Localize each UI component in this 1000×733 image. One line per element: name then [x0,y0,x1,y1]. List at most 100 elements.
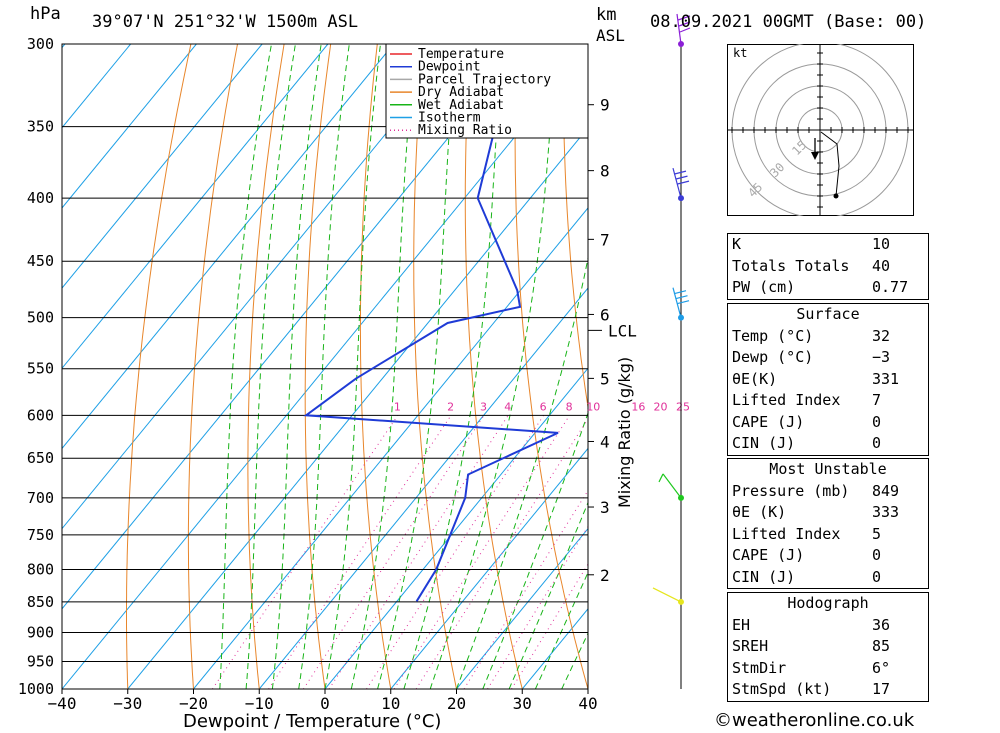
surface-row: Dewp (°C) −3 [732,348,891,366]
pressure-tick-label: 1000 [18,680,54,698]
pressure-tick-label: 650 [27,449,54,467]
isotherm-line [193,207,588,689]
skewt-chart: 3003504004505005506006507007508008509009… [18,13,700,732]
dry-adiabat-line [413,44,457,689]
hodograph-stats-title: Hodograph [787,594,869,612]
isotherm-lines [62,44,588,689]
isotherm-line [62,46,588,689]
mixing-ratio-line [302,415,485,689]
wind-barb-icon [672,287,690,318]
surface-row: Temp (°C) 32 [732,326,891,345]
mixing-ratio-label: 10 [586,400,600,413]
isotherm-line [258,287,588,689]
isotherm-line [456,527,588,689]
legend-entry: Dewpoint [418,60,481,75]
x-axis-title: Dewpoint / Temperature (°C) [183,711,441,732]
mixing-ratio-label: 1 [394,400,401,413]
km-tick-label: 8 [600,162,610,181]
mu-row: Pressure (mb) 849 [732,481,900,500]
dry-adiabat-line [126,44,192,689]
isotherm-line [62,44,329,370]
pressure-tick-label: 750 [27,526,54,544]
x-tick-label: 30 [513,694,532,713]
index-row-pw: PW (cm) 0.77 [732,278,909,296]
legend-entry: Temperature [418,47,504,62]
pressure-tick-label: 350 [27,118,54,136]
hodograph: kt 15 30 45 [727,44,914,216]
x-tick-label: 40 [578,694,597,713]
legend-entry: Isotherm [418,111,481,126]
mu-row: θE (K) 333 [732,503,900,521]
isotherm-line [62,44,132,129]
km-tick-label: 9 [600,96,610,115]
mixing-ratio-line [366,415,545,689]
wet-adiabat-line [456,255,588,689]
credit-link[interactable]: ©weatheronline.co.uk [714,710,915,731]
surface-row: CIN (J) 0 [732,434,882,452]
wind-barb-icon [676,13,691,45]
km-unit-label: km [596,5,617,25]
storm-motion-arrow-icon [811,152,819,160]
pressure-tick-label: 400 [27,189,54,207]
pressure-tick-label: 300 [27,35,54,53]
pressure-tick-label: 700 [27,489,54,507]
surface-table: Surface Temp (°C) 32 Dewp (°C) −3 θE(K) 331… [727,303,929,456]
pressure-tick-label: 450 [27,252,54,270]
wet-adiabat-line [534,571,588,689]
pressure-tick-label: 500 [27,309,54,327]
dry-adiabat-line [187,44,238,689]
dewpoint-line [303,44,566,602]
hodograph-trace [820,131,840,197]
wet-adiabat-line [219,44,272,689]
pressure-tick-label: 900 [27,624,54,642]
mixing-ratio-label: 20 [654,400,668,413]
wet-adiabat-line [403,44,503,689]
mixing-ratio-label: 2 [447,400,454,413]
x-tick-label: −40 [48,694,77,713]
x-tick-label: 20 [447,694,466,713]
isotherm-line [390,447,588,689]
hodo-row: StmDir 6° [732,658,891,677]
pressure-tick-label: 550 [27,360,54,378]
mixing-ratio-axis-title: Mixing Ratio (g/kg) [615,357,634,508]
km-tick-label: 6 [600,305,610,324]
dry-adiabat-line [657,44,700,689]
hodo-row: SREH 85 [732,637,891,655]
isotherm-line [62,44,460,530]
pressure-tick-label: 950 [27,653,54,671]
isotherm-line [127,126,588,689]
isotherm-line [62,44,395,450]
x-tick-label: 10 [381,694,400,713]
legend-entry: Wet Adiabat [418,98,504,113]
isotherm-line [324,367,588,689]
mixing-ratio-label: 4 [504,400,511,413]
temperature-line [632,44,700,601]
legend-entry: Dry Adiabat [418,85,504,100]
x-tick-label: −10 [245,694,274,713]
most-unstable-table: Most Unstable Pressure (mb) 849 θE (K) 333… [727,458,929,589]
hodograph-end-dot [833,193,839,199]
pressure-tick-label: 600 [27,406,54,424]
legend-box [385,43,589,139]
mixing-ratio-label: 8 [566,400,573,413]
mixing-ratio-label: 16 [631,400,645,413]
pressure-tick-label: 850 [27,593,54,611]
isotherm-line [62,44,526,610]
mixing-ratio-line [393,415,571,689]
mu-row: CAPE (J) 0 [732,546,882,564]
km-tick-label: 5 [600,369,610,388]
isotherm-line [62,44,197,209]
pressure-axis-labels: 300 350 400 450 500 550 600 650 700 750 800 850 900 9… [18,35,54,698]
mixing-ratio-lines [211,415,588,689]
km-tick-label: 4 [600,432,610,451]
x-tick-label: −20 [179,694,208,713]
mixing-ratio-line [511,563,588,689]
wind-barb-icon [672,167,690,199]
mixing-ratio-label: 25 [676,400,690,413]
parcel-trajectory-line [634,44,700,601]
location-title: 39°07'N 251°32'W 1500m ASL [92,12,359,32]
indices-table: K 10 Totals Totals 40 PW (cm) 0.77 [727,233,929,300]
legend-entry: Mixing Ratio [418,123,512,138]
index-row-k: K 10 [732,235,891,253]
hpa-unit-label: hPa [30,4,61,24]
